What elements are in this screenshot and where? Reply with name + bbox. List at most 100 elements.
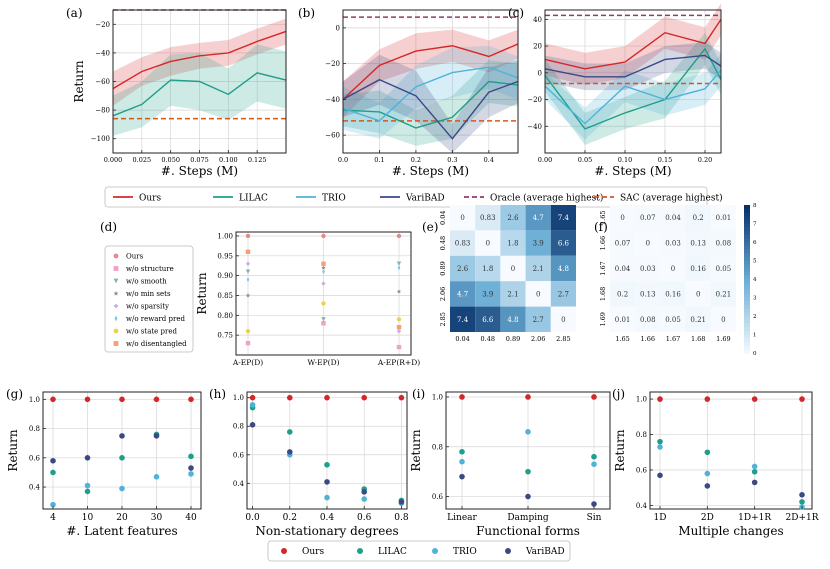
heatmap-cell [500, 306, 526, 332]
heatmap-cell [475, 230, 501, 256]
colorbar-tick-label: 8 [753, 203, 757, 209]
colorbar-tick-label: 2 [753, 314, 757, 320]
point-lilac [657, 438, 663, 445]
plot-frame [342, 9, 519, 154]
heatmap-row-label: 1.68 [599, 287, 607, 301]
x-tick-label: 0.4 [320, 513, 335, 523]
y-tick-label: 0.4 [233, 480, 245, 488]
band-varibad [343, 54, 518, 153]
panel-label: (d) [100, 220, 117, 234]
heatmap-cell [500, 230, 526, 256]
legend-label: w/o disentangled [126, 340, 187, 348]
x-tick-label: 0.1 [374, 156, 384, 164]
heatmap-cell-label: 6.6 [482, 316, 494, 324]
point-trio [525, 429, 531, 435]
colorbar-segment [744, 334, 750, 339]
heatmap-cell [710, 281, 736, 307]
x-tick-label: 1D+1R [738, 513, 771, 523]
x-tick-label: A-EP(D) [232, 358, 263, 367]
heatmap-cell-label: 0.08 [716, 240, 732, 248]
x-tick-label: 0.6 [357, 513, 372, 523]
y-tick-label: 0.75 [217, 332, 233, 340]
series-line-ours [342, 43, 519, 100]
colorbar-segment [744, 242, 750, 247]
panel-c: 0.00 0.05 0.10 0.15 0.20 −40 −20 0 20 40 #. Steps … [508, 3, 722, 178]
panel-b: 0.0 0.1 0.2 0.3 0.4 −60 −40 −20 0 #. Steps (M) (b) [298, 6, 519, 178]
point-w-o-reward-pred [322, 269, 325, 275]
colorbar-segment [744, 249, 750, 254]
heatmap-col-label: 2.06 [531, 335, 545, 343]
point-varibad [153, 433, 160, 439]
x-tick-label: W-EP(D) [307, 358, 339, 367]
heatmap-cell-label: 0 [460, 214, 464, 222]
heatmap-cell-label: 6.6 [558, 240, 570, 248]
x-axis-label: #. Steps (M) [594, 164, 671, 178]
legend-marker-trio [432, 548, 438, 554]
point-ours [751, 396, 758, 402]
colorbar-tick-label: 1 [753, 333, 757, 339]
y-tick-label: −80 [95, 107, 110, 115]
heatmap-cell-label: 7.4 [558, 214, 570, 222]
heatmap-cell-label: 2.6 [507, 214, 519, 222]
panel-d: A-EP(D) W-EP(D) A-EP(R+D) 0.75 0.80 0.85 0.90 0… [100, 220, 420, 367]
colorbar-segment [744, 212, 750, 217]
x-tick-label: 0.20 [698, 156, 712, 164]
series-line-lilac [544, 47, 722, 130]
heatmap-cell-label: 0.08 [640, 316, 656, 324]
point-varibad [50, 457, 56, 464]
point-ours [84, 396, 91, 403]
legend-label-ours: Ours [302, 547, 324, 557]
heatmap-cell-label: 0 [561, 316, 565, 324]
y-axis-label: Return [613, 429, 627, 471]
point-ours [153, 396, 160, 403]
heatmap-cell-label: 2.1 [533, 265, 544, 273]
panel-label: (c) [508, 6, 524, 20]
heatmap-cell-label: 0.05 [716, 265, 732, 273]
heatmap-row-label: 0.48 [439, 236, 447, 250]
heatmap-row-label: 0.89 [439, 261, 447, 275]
panel-label: (a) [66, 6, 83, 20]
heatmap-cell [710, 230, 736, 256]
heatmap-cell [500, 281, 526, 307]
heatmap-cell-label: 0.01 [716, 214, 732, 222]
plot-frame [544, 9, 722, 154]
point-trio [119, 485, 125, 492]
y-tick-label: 1.00 [217, 232, 233, 240]
colorbar-segment [744, 208, 750, 213]
point-ours [321, 233, 326, 239]
legend-marker-lilac [357, 548, 363, 554]
heatmap-cell [660, 306, 686, 332]
point-ours [188, 396, 194, 403]
panel-label: (h) [209, 387, 226, 401]
colorbar-tick-label: 6 [753, 240, 757, 246]
heatmap-cell-label: 2.7 [533, 316, 544, 324]
legend-marker [114, 315, 118, 322]
heatmap-cell-label: 7.4 [457, 316, 469, 324]
heatmap-cell-label: 3.9 [533, 240, 544, 248]
band-lilac [113, 44, 286, 136]
point-w-o-structure [245, 340, 251, 346]
point-ours [657, 396, 663, 402]
point-lilac [591, 453, 597, 460]
colorbar-segment [744, 319, 750, 324]
heatmap-cell-label: 0 [511, 265, 515, 273]
heatmap-cell-label: 0 [671, 265, 675, 273]
colorbar-segment [744, 304, 750, 310]
legend-label: w/o min sets [126, 290, 171, 298]
x-tick-label: Damping [507, 513, 549, 523]
point-w-o-smooth [321, 317, 326, 322]
heatmap-cell-label: 0.04 [665, 214, 681, 222]
colorbar-segment [744, 275, 750, 280]
y-tick-label: 0.85 [217, 292, 233, 300]
x-tick-label: 30 [151, 513, 163, 523]
y-axis-label: Return [195, 272, 209, 314]
point-lilac [525, 468, 531, 475]
band-lilac [343, 60, 518, 146]
point-varibad [751, 479, 758, 486]
band-varibad [545, 42, 721, 91]
panel-h: 0.0 0.2 0.4 0.6 0.8 0.4 0.6 0.8 1.0 Non-stationar… [209, 387, 409, 538]
point-trio [153, 474, 160, 480]
y-axis-label: Return [6, 429, 20, 471]
point-ours [50, 396, 56, 403]
point-ours [525, 394, 531, 400]
